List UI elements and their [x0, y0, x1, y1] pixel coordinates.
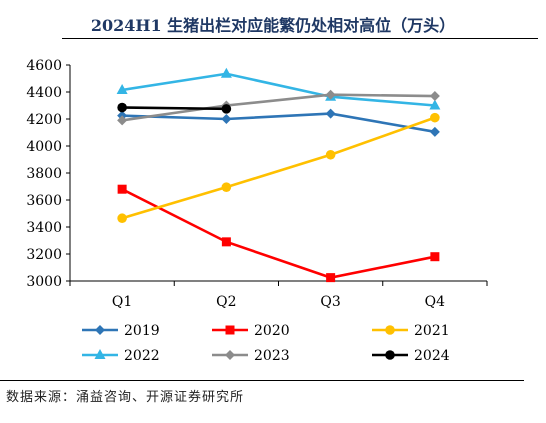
data-point-2023 [429, 91, 440, 102]
data-point-2019 [325, 108, 336, 119]
data-point-2024 [221, 104, 232, 114]
y-tick-label: 3600 [26, 193, 62, 209]
data-point-2020 [430, 252, 440, 262]
legend-marker [94, 349, 106, 359]
data-point-2021 [325, 149, 336, 160]
legend-item-2020: 2020 [212, 323, 290, 339]
data-point-2023 [117, 115, 128, 126]
legend-item-2019: 2019 [82, 323, 160, 339]
legend-label: 2021 [414, 323, 450, 339]
legend-label: 2024 [414, 348, 450, 364]
data-point-2021 [430, 112, 440, 123]
series-line-2021 [121, 116, 436, 220]
footer-rule [0, 380, 524, 381]
legend-item-2021: 2021 [372, 323, 450, 339]
legend-label: 2022 [124, 348, 160, 364]
data-point-2019 [221, 114, 232, 124]
legend-label: 2023 [254, 348, 290, 364]
data-point-2020 [221, 237, 231, 247]
series-2022 [116, 67, 441, 110]
data-point-2020 [326, 273, 336, 283]
legend-label: 2019 [124, 323, 160, 339]
data-point-2024 [117, 102, 127, 113]
series-line-2023 [121, 93, 435, 122]
line-chart: 3000 3200 3400 3600 3800 4000 4200 4400 4600 Q1 Q2… [26, 58, 488, 364]
y-tick-label: 4400 [26, 85, 62, 101]
y-tick-label: 3400 [26, 220, 62, 236]
legend-marker [225, 350, 235, 360]
chart-axes: 3000 3200 3400 3600 3800 4000 4200 4400 4600 Q1 Q2… [26, 58, 488, 310]
x-tick-label: Q1 [112, 294, 132, 310]
chart-legend: 2019 2020 2021 2022 2023 2024 [82, 323, 450, 364]
series-2020 [117, 184, 440, 283]
source-note: 数据来源：涌益咨询、开源证券研究所 [6, 390, 245, 405]
legend-item-2024: 2024 [372, 348, 450, 364]
legend-item-2022: 2022 [82, 348, 160, 364]
data-point-2023 [325, 89, 336, 100]
data-point-2022 [429, 99, 441, 110]
series-2024 [117, 102, 232, 114]
series-2021 [117, 112, 440, 224]
legend-marker [385, 350, 395, 360]
series-line-2020 [121, 188, 436, 279]
x-tick-label: Q4 [425, 294, 445, 310]
data-point-2019 [429, 126, 440, 137]
data-point-2021 [221, 182, 232, 192]
series-line-2022 [121, 72, 435, 107]
x-tick-label: Q2 [216, 294, 236, 310]
y-tick-label: 3200 [26, 247, 62, 263]
legend-marker [95, 325, 105, 335]
y-tick-label: 3000 [26, 274, 62, 290]
chart-title: 2024H1 生猪出栏对应能繁仍处相对高位（万头） [90, 16, 456, 35]
y-tick-label: 4200 [26, 112, 62, 128]
legend-item-2023: 2023 [212, 348, 290, 364]
data-point-2021 [117, 213, 127, 224]
x-tick-label: Q3 [320, 294, 340, 310]
y-tick-label: 3800 [26, 166, 62, 182]
legend-marker [225, 325, 235, 335]
y-tick-label: 4600 [26, 58, 62, 74]
data-point-2022 [220, 67, 232, 78]
series-line-2024 [122, 106, 227, 111]
chart-series [116, 67, 441, 283]
data-point-2022 [116, 83, 128, 94]
data-point-2020 [117, 184, 127, 194]
legend-marker [385, 325, 395, 335]
title-underline [62, 38, 538, 39]
legend-label: 2020 [254, 323, 290, 339]
y-tick-label: 4000 [26, 139, 62, 155]
series-line-2019 [122, 112, 436, 134]
